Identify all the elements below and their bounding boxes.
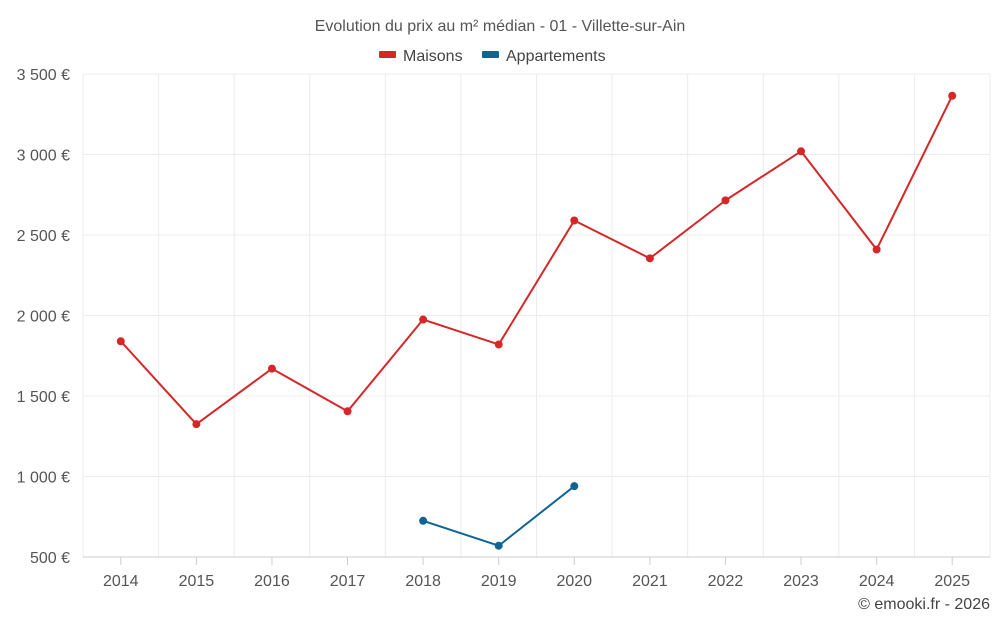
legend-label-maisons: Maisons: [403, 48, 463, 65]
data-point-maisons[interactable]: [872, 245, 881, 254]
y-tick-label: 3 500 €: [17, 67, 70, 84]
series-line-appartements: [422, 485, 575, 547]
y-tick-label: 500 €: [30, 550, 70, 567]
legend-label-appartements: Appartements: [506, 48, 606, 65]
x-tick-label: 2021: [632, 573, 668, 590]
x-tick-label: 2016: [254, 573, 290, 590]
legend-swatch-maisons: [379, 51, 396, 58]
x-tick-label: 2022: [708, 573, 744, 590]
data-point-maisons[interactable]: [645, 254, 654, 263]
x-tick-label: 2017: [330, 573, 366, 590]
data-point-appartements[interactable]: [494, 541, 503, 550]
data-point-maisons[interactable]: [343, 407, 352, 416]
data-point-appartements[interactable]: [570, 482, 579, 491]
data-point-maisons[interactable]: [721, 196, 730, 205]
y-tick-label: 2 000 €: [17, 309, 70, 326]
legend-swatch-appartements: [482, 51, 499, 58]
data-point-appartements[interactable]: [419, 516, 428, 525]
chart-title: Evolution du prix au m² médian - 01 - Vi…: [315, 18, 686, 35]
data-point-maisons[interactable]: [116, 337, 125, 346]
x-tick-label: 2020: [556, 573, 592, 590]
legend: Maisons Appartements: [379, 48, 606, 65]
credit-text: © emooki.fr - 2026: [858, 596, 990, 613]
data-point-maisons[interactable]: [948, 91, 957, 100]
legend-item-appartements[interactable]: Appartements: [482, 48, 606, 65]
x-tick-label: 2015: [179, 573, 215, 590]
y-tick-label: 2 500 €: [17, 228, 70, 245]
series-line-maisons: [120, 95, 954, 426]
x-tick-label: 2025: [934, 573, 970, 590]
y-tick-label: 1 000 €: [17, 470, 70, 487]
legend-item-maisons[interactable]: Maisons: [379, 48, 463, 65]
x-tick-label: 2014: [103, 573, 139, 590]
data-point-maisons[interactable]: [419, 315, 428, 324]
x-tick-label: 2024: [859, 573, 895, 590]
y-tick-label: 1 500 €: [17, 389, 70, 406]
data-point-maisons[interactable]: [797, 147, 806, 156]
x-tick-label: 2023: [783, 573, 819, 590]
series-lines: [116, 91, 957, 550]
axes: 500 € 1 000 € 1 500 € 2 000 € 2 500 € 3 000 €…: [17, 67, 990, 590]
data-point-maisons[interactable]: [494, 340, 503, 349]
y-tick-label: 3 000 €: [17, 148, 70, 165]
grid: [82, 73, 991, 557]
data-point-maisons[interactable]: [267, 364, 276, 373]
x-tick-label: 2019: [481, 573, 517, 590]
data-point-maisons[interactable]: [570, 216, 579, 225]
data-point-maisons[interactable]: [192, 420, 201, 429]
x-tick-label: 2018: [405, 573, 441, 590]
